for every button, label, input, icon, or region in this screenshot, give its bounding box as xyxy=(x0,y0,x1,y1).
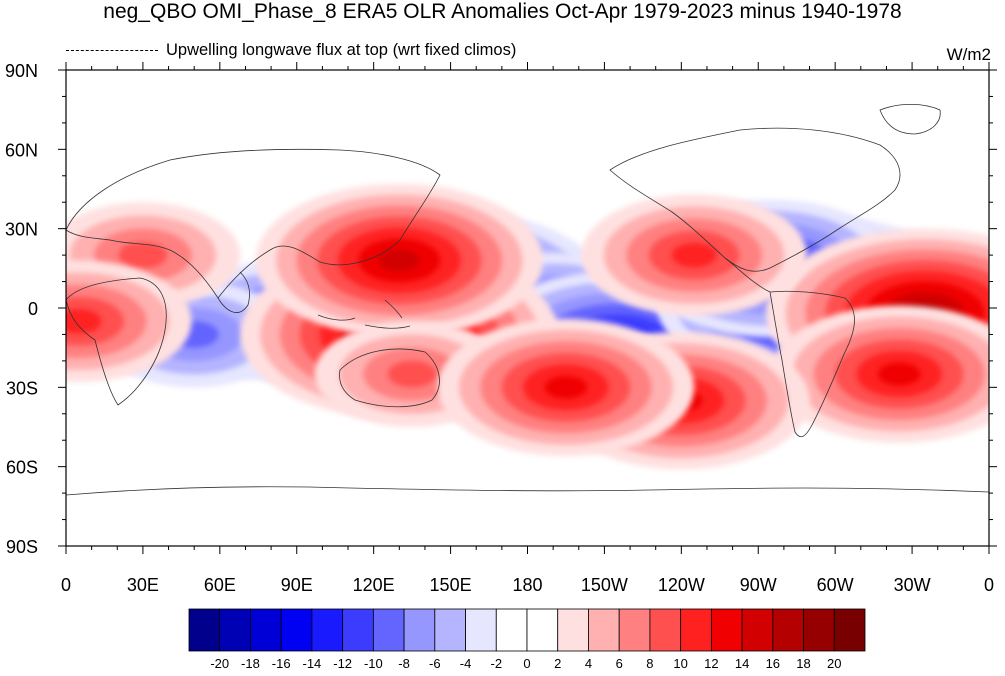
colorbar-label: -10 xyxy=(364,656,383,671)
colorbar-label: -6 xyxy=(429,656,441,671)
colorbar-label: 0 xyxy=(523,656,530,671)
anomaly-patch xyxy=(387,360,437,388)
colorbar-swatch xyxy=(342,608,374,652)
units-label: W/m2 xyxy=(946,45,991,64)
subtitle-text: Upwelling longwave flux at top xyxy=(166,41,388,59)
anomaly-field xyxy=(66,183,989,470)
lon-tick-label: 30W xyxy=(894,575,931,595)
colorbar-label: 10 xyxy=(673,656,687,671)
lat-tick-label: 30N xyxy=(5,220,38,240)
colorbar-swatch xyxy=(803,608,835,652)
colorbar-swatch xyxy=(372,608,405,652)
colorbar-swatch xyxy=(649,608,682,652)
colorbar: -20 -18 -16 -14 -12 -10 -8 -6 -4 -2 0 2 4 6 8 10 12 14 16 1… xyxy=(188,608,866,671)
anomaly-patch xyxy=(378,249,420,272)
lon-tick-label: 60W xyxy=(817,575,854,595)
colorbar-swatch xyxy=(403,608,436,652)
colorbar-label: 2 xyxy=(554,656,561,671)
colorbar-swatch xyxy=(526,608,559,652)
map-ticks xyxy=(58,62,997,554)
anomaly-patch xyxy=(544,375,588,399)
dashed-line-legend xyxy=(66,50,158,52)
lon-tick-label: 0 xyxy=(61,575,71,595)
colorbar-label: 6 xyxy=(616,656,623,671)
lon-tick-label: 30E xyxy=(127,575,159,595)
colorbar-swatch xyxy=(710,608,743,652)
colorbar-swatch xyxy=(618,608,651,652)
lon-tick-label: 90E xyxy=(281,575,313,595)
colorbar-swatch xyxy=(495,608,528,652)
colorbar-swatch xyxy=(680,608,712,652)
colorbar-label: 16 xyxy=(766,656,780,671)
lat-tick-label: 60S xyxy=(6,458,38,478)
lon-tick-label: 150W xyxy=(581,575,628,595)
coastlines xyxy=(66,103,989,496)
subtitle-note: (wrt fixed climos) xyxy=(392,41,517,59)
subtitle: Upwelling longwave flux at top (wrt fixe… xyxy=(66,40,516,60)
lat-tick-label: 60N xyxy=(5,140,38,160)
colorbar-label: -16 xyxy=(272,656,291,671)
colorbar-label: -4 xyxy=(460,656,472,671)
colorbar-label: 20 xyxy=(827,656,841,671)
lat-tick-labels: 90N 60N 30N 0 30S 60S 90S xyxy=(5,61,38,557)
anomaly-patch xyxy=(118,241,168,269)
lon-tick-label: 0 xyxy=(984,575,994,595)
colorbar-label: -18 xyxy=(241,656,260,671)
anomaly-patch xyxy=(66,309,102,334)
colorbar-label: 8 xyxy=(646,656,653,671)
lon-tick-label: 60E xyxy=(204,575,236,595)
colorbar-swatch xyxy=(465,608,497,652)
lon-tick-label: 150E xyxy=(430,575,472,595)
lon-tick-labels: 0 30E 60E 90E 120E 150E 180 150W 120W 90W 60W 30W 0 xyxy=(61,575,994,595)
colorbar-label: 4 xyxy=(585,656,592,671)
lat-tick-label: 90N xyxy=(5,61,38,81)
colorbar-label: 14 xyxy=(735,656,749,671)
colorbar-label: -14 xyxy=(303,656,322,671)
lon-tick-label: 90W xyxy=(740,575,777,595)
colorbar-swatch xyxy=(557,608,589,652)
colorbar-label: 12 xyxy=(704,656,718,671)
anomaly-patch xyxy=(877,362,921,386)
colorbar-label: -8 xyxy=(398,656,410,671)
figure-title: neg_QBO OMI_Phase_8 ERA5 OLR Anomalies O… xyxy=(103,0,902,23)
lat-tick-label: 0 xyxy=(28,299,38,319)
colorbar-swatch xyxy=(219,608,251,652)
colorbar-swatch xyxy=(772,608,804,652)
lon-tick-label: 120E xyxy=(353,575,395,595)
colorbar-swatch xyxy=(741,608,774,652)
lat-tick-label: 90S xyxy=(6,537,38,557)
colorbar-label: 18 xyxy=(796,656,810,671)
colorbar-swatch xyxy=(311,608,344,652)
lon-tick-label: 120W xyxy=(658,575,705,595)
lon-tick-label: 180 xyxy=(512,575,542,595)
colorbar-swatch xyxy=(434,608,466,652)
lat-tick-label: 30S xyxy=(6,378,38,398)
colorbar-label: -20 xyxy=(210,656,229,671)
colorbar-swatch xyxy=(188,608,221,652)
anomaly-patch xyxy=(671,242,717,268)
colorbar-swatch xyxy=(833,608,866,652)
colorbar-label: -2 xyxy=(490,656,502,671)
colorbar-label: -12 xyxy=(333,656,352,671)
colorbar-swatch xyxy=(588,608,620,652)
colorbar-swatch xyxy=(280,608,313,652)
colorbar-swatch xyxy=(250,608,282,652)
